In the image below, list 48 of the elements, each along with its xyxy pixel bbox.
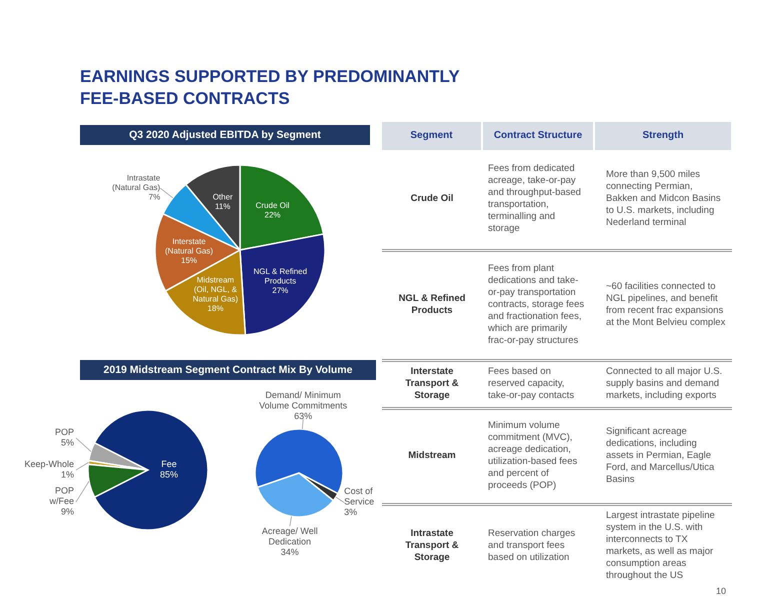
text: EARNINGS SUPPORTED BY PREDOMINANTLY FEE-BASED CONTRACTS bbox=[80, 66, 460, 110]
category-label: Intrastate Transport & Storage bbox=[405, 528, 459, 562]
data-label: 11% bbox=[215, 202, 230, 211]
data-label: 1% bbox=[60, 470, 74, 480]
text: ~60 facilities connected to NGL pipelines, and benefit from recent frac expansions at the Mont Belvieu complex bbox=[606, 281, 726, 328]
text: Fees based on reserved capacity, take-or-pay contacts bbox=[488, 366, 574, 401]
slice-label: Interstate (Natural Gas) bbox=[165, 237, 214, 256]
text: More than 9,500 miles connecting Permian, Bakken and Midcon Basins to U.S. markets, including Nederland terminal bbox=[606, 169, 721, 228]
slice-label: NGL & Refined Products bbox=[254, 266, 308, 286]
data-label: 22% bbox=[264, 210, 281, 220]
text: 10 bbox=[716, 586, 726, 596]
category-label: Interstate Transport & Storage bbox=[405, 366, 459, 401]
slice-label: Other bbox=[212, 192, 234, 202]
slice-label: Midstream (Oil, NGL, & Natural Gas) bbox=[192, 276, 238, 304]
slice-label: Keep-Whole bbox=[24, 459, 74, 470]
chart-title: Q3 2020 Adjusted EBITDA by Segment bbox=[80, 125, 370, 145]
text: Largest intrastate pipeline system in the U.S. with interconnects to TX markets, as well as major consumption areas throughout the US bbox=[606, 510, 715, 580]
text: Significant acreage dedications, including assets in Permian, Eagle Ford, and Marcellus/Utica Basins bbox=[606, 426, 714, 485]
data-label: 63% bbox=[294, 412, 312, 422]
chart-title: 2019 Midstream Segment Contract Mix By Volume bbox=[80, 360, 376, 380]
slice-label: Fee bbox=[161, 459, 177, 470]
data-label: 5% bbox=[60, 438, 74, 448]
text: Fees from plant dedications and take-or-pay transportation contracts, storage fees and fractionation fees, which are primarily frac-or-pay structures bbox=[488, 263, 584, 346]
data-label: 9% bbox=[60, 506, 74, 517]
data-label: 85% bbox=[160, 470, 178, 480]
data-label: 18% bbox=[207, 304, 224, 314]
text: Reservation charges and transport fees based on utilization bbox=[488, 528, 576, 562]
category-label: Strength bbox=[594, 122, 732, 150]
data-label: 3% bbox=[344, 507, 358, 518]
data-label: 15% bbox=[181, 256, 198, 266]
text: Fees from dedicated acreage, take-or-pay and throughput-based transportation, terminalling and storage bbox=[488, 163, 581, 234]
slice-label: POP bbox=[54, 427, 74, 438]
slice-label: Cost of Service bbox=[344, 486, 374, 507]
slice-label: Acreage/ Well Dedication bbox=[262, 526, 318, 548]
slice-label: POP w/Fee bbox=[48, 486, 74, 506]
data-label: 27% bbox=[272, 286, 288, 295]
text: Connected to all major U.S. supply basins and demand markets, including exports bbox=[606, 366, 722, 401]
text: Minimum volume commitment (MVC), acreage dedication, utilization-based fees and percent of proceeds (POP) bbox=[488, 420, 578, 491]
slice-label: Intrastate (Natural Gas) bbox=[112, 174, 161, 192]
category-label: Crude Oil bbox=[410, 193, 454, 204]
data-label: 7% bbox=[148, 192, 160, 202]
slice-label: Crude Oil bbox=[256, 201, 290, 210]
category-label: NGL & Refined Products bbox=[398, 293, 466, 316]
data-label: 34% bbox=[280, 548, 299, 558]
slice-label: Demand/ Minimum Volume Commitments bbox=[259, 390, 348, 412]
category-label: Midstream bbox=[408, 450, 456, 461]
category-label: Segment bbox=[382, 122, 482, 150]
category-label: Contract Structure bbox=[482, 122, 594, 150]
